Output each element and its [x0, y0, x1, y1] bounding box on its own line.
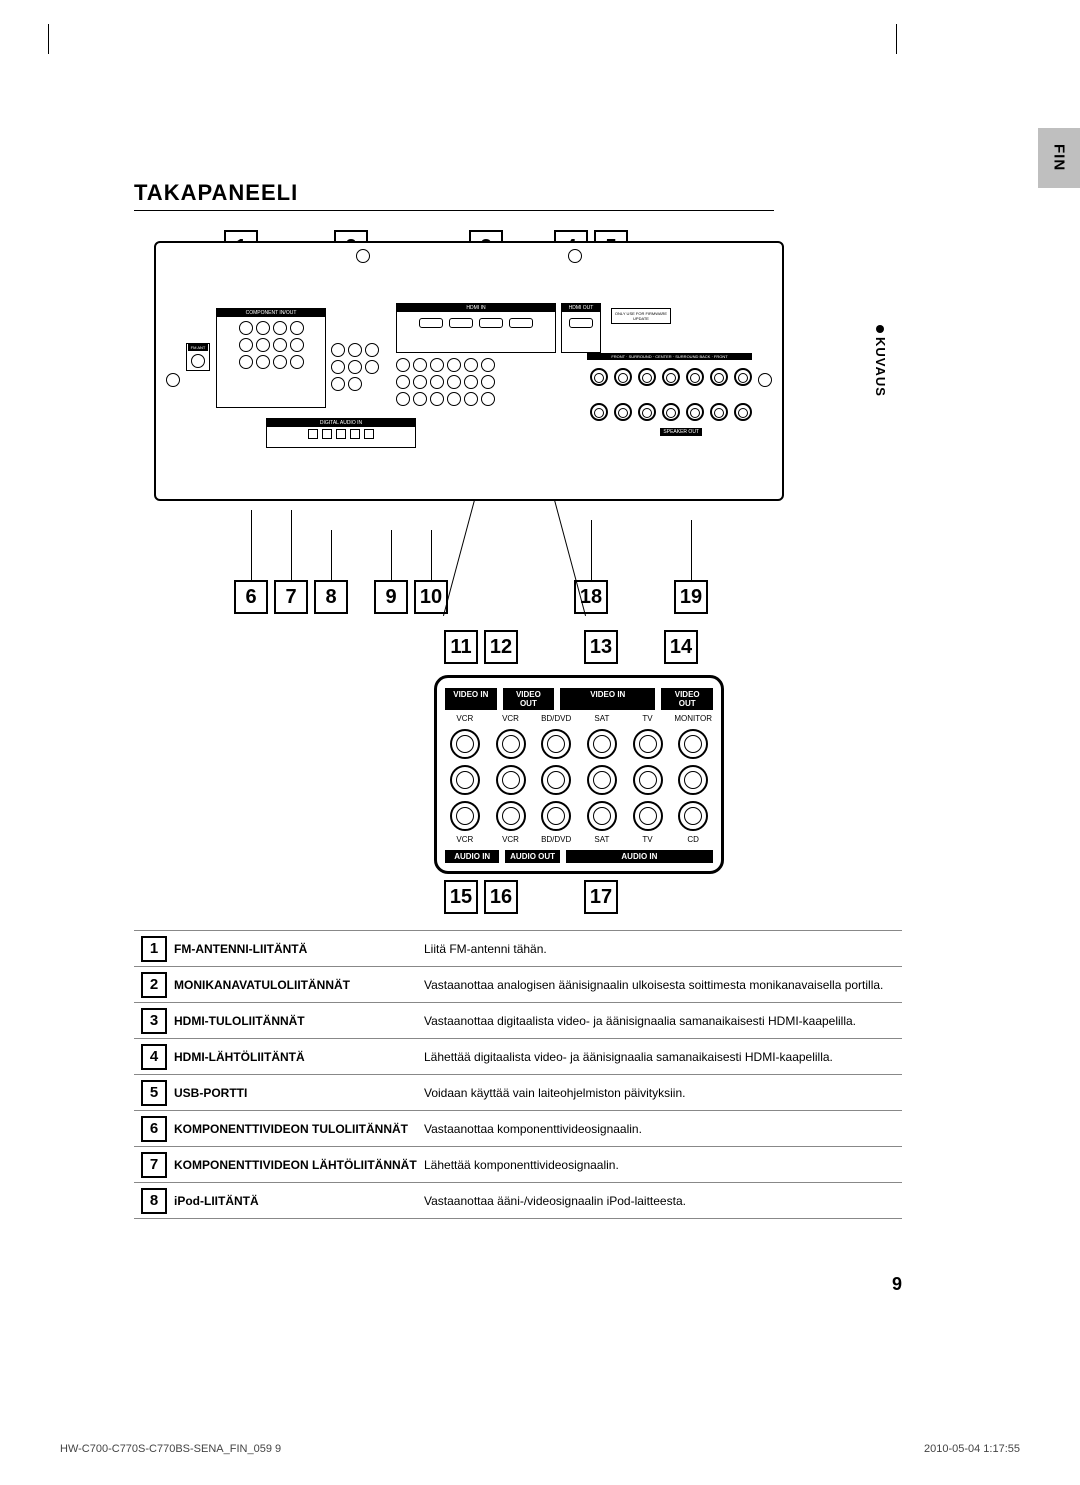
callout-14: 14: [664, 630, 698, 664]
callout-11: 11: [444, 630, 478, 664]
page-title: TAKAPANEELI: [134, 180, 902, 206]
rear-panel-diagram: COMPONENT IN/OUT FM ANT HDMI IN: [154, 241, 784, 501]
callout-19: 19: [674, 580, 708, 614]
table-row: 3 HDMI-TULOLIITÄNNÄT Vastaanottaa digita…: [134, 1003, 902, 1039]
callout-6: 6: [234, 580, 268, 614]
table-row: 2 MONIKANAVATULOLIITÄNNÄT Vastaanottaa a…: [134, 967, 902, 1003]
table-row: 5 USB-PORTTI Voidaan käyttää vain laiteo…: [134, 1075, 902, 1111]
side-tab: FIN: [1038, 128, 1080, 188]
section-label: KUVAUS: [873, 325, 888, 397]
connector-table: 1 FM-ANTENNI-LIITÄNTÄ Liitä FM-antenni t…: [134, 930, 902, 1219]
callout-16: 16: [484, 880, 518, 914]
page-number: 9: [892, 1274, 902, 1295]
side-tab-label: FIN: [1051, 144, 1068, 171]
zoom-detail: VIDEO IN VIDEO OUT VIDEO IN VIDEO OUT VC…: [434, 675, 724, 874]
footer-right: 2010-05-04 1:17:55: [924, 1443, 1020, 1455]
footer-left: HW-C700-C770S-C770BS-SENA_FIN_059 9: [60, 1443, 281, 1455]
callout-17: 17: [584, 880, 618, 914]
page-content: KUVAUS TAKAPANEELI 1 2 3 4 5 COMPONENT I…: [134, 30, 902, 1330]
callout-15: 15: [444, 880, 478, 914]
table-row: 4 HDMI-LÄHTÖLIITÄNTÄ Lähettää digitaalis…: [134, 1039, 902, 1075]
callout-9: 9: [374, 580, 408, 614]
table-row: 1 FM-ANTENNI-LIITÄNTÄ Liitä FM-antenni t…: [134, 931, 902, 967]
footer: HW-C700-C770S-C770BS-SENA_FIN_059 9 2010…: [60, 1443, 1020, 1455]
title-rule: [134, 210, 774, 211]
callout-12: 12: [484, 630, 518, 664]
callout-13: 13: [584, 630, 618, 664]
table-row: 7 KOMPONENTTIVIDEON LÄHTÖLIITÄNNÄT Lähet…: [134, 1147, 902, 1183]
table-row: 8 iPod-LIITÄNTÄ Vastaanottaa ääni-/video…: [134, 1183, 902, 1219]
callout-8: 8: [314, 580, 348, 614]
callout-7: 7: [274, 580, 308, 614]
callout-10: 10: [414, 580, 448, 614]
table-row: 6 KOMPONENTTIVIDEON TULOLIITÄNNÄT Vastaa…: [134, 1111, 902, 1147]
